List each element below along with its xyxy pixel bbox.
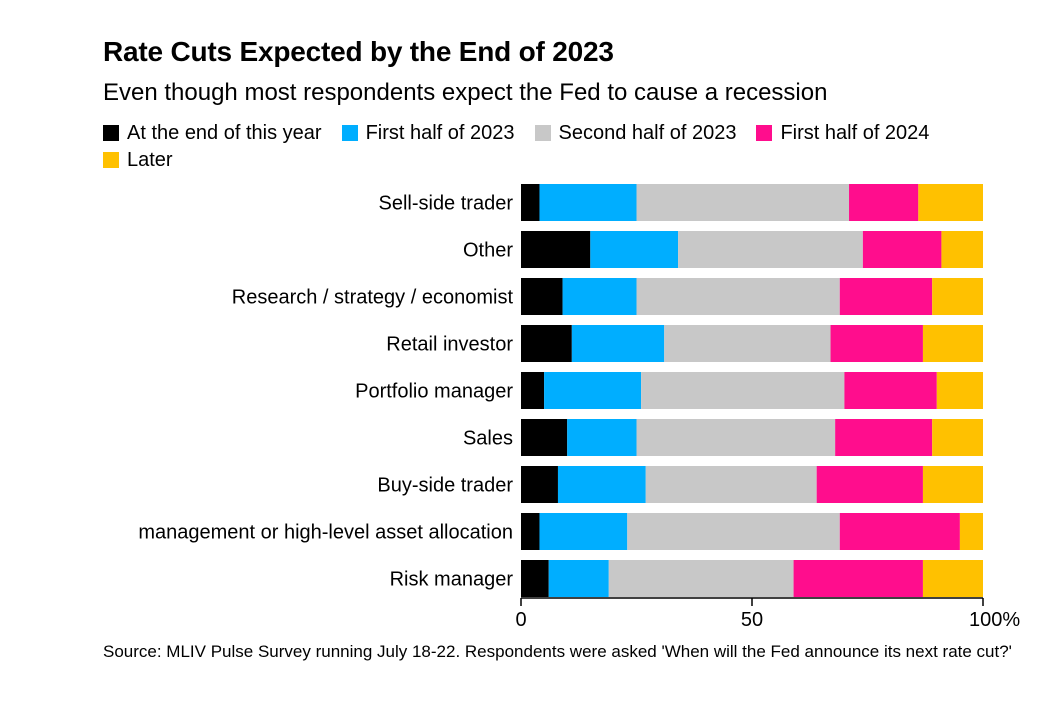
bar-segment [571,325,665,362]
x-tick-label: 100% [969,609,1020,631]
bar-segment [918,184,983,221]
bar-segment [922,325,983,362]
bar-segment [521,278,563,315]
bar-segment [521,419,568,456]
bar-segment [567,419,637,456]
category-label: Sales [463,428,513,450]
x-tick-label: 50 [741,609,763,631]
category-label: Other [463,240,513,262]
bar-segment [839,278,933,315]
legend-label: First half of 2024 [780,122,930,144]
legend-item: First half of 2024 [756,120,929,147]
bar-segment [936,372,983,409]
chart-subtitle: Even though most respondents expect the … [103,79,828,106]
legend-swatch [103,125,119,141]
bar-segment [932,278,983,315]
bar-segment [932,419,983,456]
bar-segment [608,560,794,597]
legend-swatch [103,152,119,168]
bar-segment [839,513,960,550]
bar-segment [548,560,609,597]
bar-segment [844,372,937,409]
bar-segment [830,325,923,362]
bar-segment [941,231,983,268]
legend-label: At the end of this year [127,122,322,144]
stacked-bar-chart: Sell-side trader Other Research / strategy… [138,184,1020,631]
bar-segment [959,513,983,550]
source-note: Source: MLIV Pulse Survey running July 1… [103,642,1012,661]
bar-segment [849,184,919,221]
bar-segment [521,372,545,409]
category-label: Portfolio manager [355,381,513,403]
bar-segment [636,278,840,315]
bar-segment [590,231,679,268]
chart-legend: At the end of this year First half of 202… [103,120,1033,174]
bar-segment [521,231,591,268]
bar-segment [521,466,558,503]
category-label: management or high-level asset allocatio… [138,522,513,544]
category-label: Buy-side trader [377,475,513,497]
legend-swatch [534,125,551,141]
chart-title: Rate Cuts Expected by the End of 2023 [103,36,614,67]
legend-item: First half of 2023 [341,120,515,147]
legend-item: At the end of this year [103,120,322,147]
bar-segment [562,278,637,315]
category-label: Retail investor [386,334,513,356]
bar-segment [521,513,540,550]
bar-segment [557,466,646,503]
bar-segment [521,560,549,597]
legend-item: Later [103,147,173,174]
bar-segment [544,372,642,409]
x-tick-label: 0 [515,609,526,631]
category-label: Risk manager [390,569,514,591]
legend-label: Later [127,149,173,171]
category-label: Research / strategy / economist [232,287,514,309]
bar-segment [539,513,628,550]
bar-segment [627,513,840,550]
bar-segment [922,466,983,503]
bar-segment [521,325,572,362]
bar-segment [862,231,942,268]
bar-segment [664,325,831,362]
bar-segment [636,419,836,456]
bar-segment [678,231,863,268]
bar-segment [636,184,850,221]
bar-segment [922,560,983,597]
legend-label: Second half of 2023 [558,122,737,144]
legend-item: Second half of 2023 [534,120,737,147]
bar-segment [793,560,923,597]
bar-segment [641,372,845,409]
bar-segment [645,466,817,503]
bar-segment [539,184,637,221]
bar-segment [835,419,933,456]
legend-swatch [756,125,773,141]
bar-segment [521,184,540,221]
legend-swatch [341,125,358,141]
category-label: Sell-side trader [378,193,513,215]
legend-label: First half of 2023 [365,122,515,144]
bar-segment [816,466,923,503]
